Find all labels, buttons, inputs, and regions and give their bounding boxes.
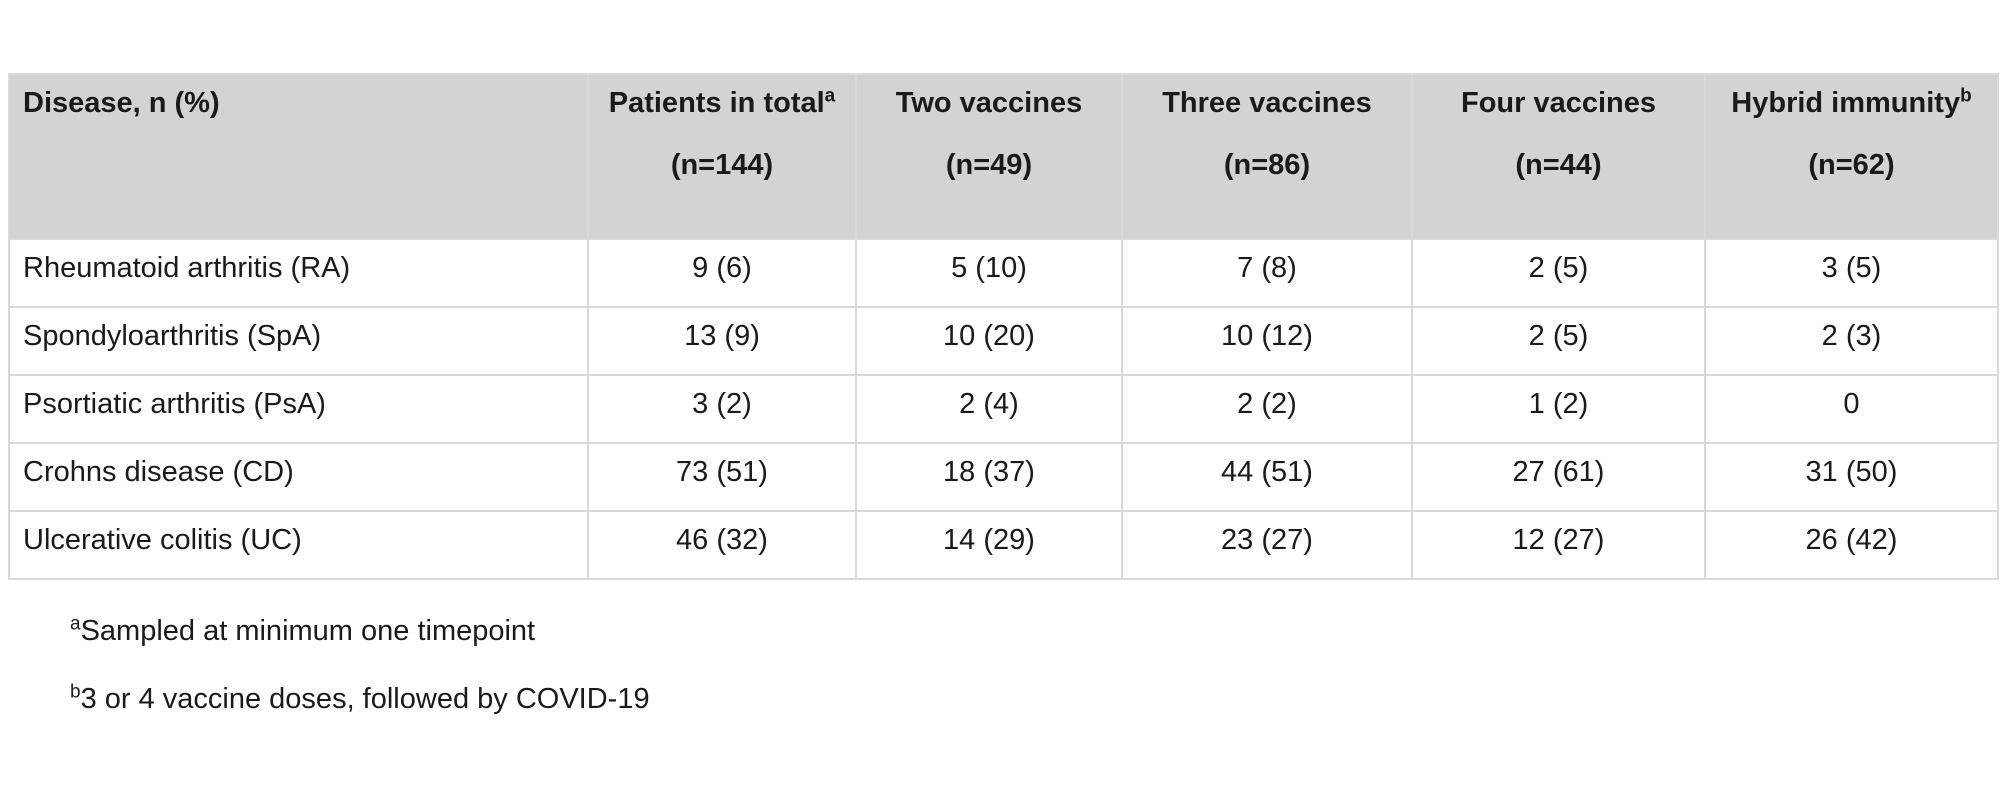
footnote-marker-a: a <box>70 613 81 635</box>
value-cell: 46 (32) <box>587 510 857 580</box>
column-title: Two vaccines <box>863 85 1115 121</box>
column-title-text: Three vaccines <box>1162 87 1372 119</box>
column-header-5: Hybrid immunityb (n=62) <box>1704 73 1999 240</box>
footnotes: aSampled at minimum one timepoint b3 or 4… <box>70 612 650 748</box>
value-cell: 7 (8) <box>1121 238 1413 308</box>
value-cell: 27 (61) <box>1411 442 1706 512</box>
table-body: Rheumatoid arthritis (RA) 9 (6) 5 (10) 7 (8… <box>8 238 1999 580</box>
disease-label: Rheumatoid arthritis (RA) <box>8 238 589 308</box>
value-cell: 3 (2) <box>587 374 857 444</box>
column-n-count: (n=144) <box>670 149 774 181</box>
value-cell: 12 (27) <box>1411 510 1706 580</box>
value-cell: 9 (6) <box>587 238 857 308</box>
value-cell: 73 (51) <box>587 442 857 512</box>
value-cell: 2 (5) <box>1411 238 1706 308</box>
header-row: Disease, n (%) Patients in totala (n=144) T… <box>8 73 1999 240</box>
table-row: Crohns disease (CD) 73 (51) 18 (37) 44 (51)… <box>8 442 1999 512</box>
column-title: Four vaccines <box>1419 85 1698 121</box>
value-cell: 2 (3) <box>1704 306 1999 376</box>
disease-label: Psortiatic arthritis (PsA) <box>8 374 589 444</box>
column-title-text: Disease, n (%) <box>23 87 220 119</box>
column-n-count: (n=44) <box>1515 149 1602 181</box>
footnote-marker-b: b <box>70 681 81 703</box>
value-cell: 18 (37) <box>855 442 1123 512</box>
column-n-count: (n=62) <box>1808 149 1895 181</box>
column-title: Hybrid immunityb <box>1712 85 1991 121</box>
disease-label: Crohns disease (CD) <box>8 442 589 512</box>
value-cell: 10 (12) <box>1121 306 1413 376</box>
disease-label: Spondyloarthritis (SpA) <box>8 306 589 376</box>
value-cell: 1 (2) <box>1411 374 1706 444</box>
column-title-text: Two vaccines <box>895 87 1083 119</box>
disease-label: Ulcerative colitis (UC) <box>8 510 589 580</box>
value-cell: 44 (51) <box>1121 442 1413 512</box>
column-header-0: Disease, n (%) <box>8 73 589 240</box>
column-header-3: Three vaccines (n=86) <box>1121 73 1413 240</box>
column-header-2: Two vaccines (n=49) <box>855 73 1123 240</box>
column-title: Three vaccines <box>1129 85 1405 121</box>
table-row: Spondyloarthritis (SpA) 13 (9) 10 (20) 10 (… <box>8 306 1999 376</box>
value-cell: 14 (29) <box>855 510 1123 580</box>
column-title-text: Patients in total <box>608 87 825 119</box>
value-cell: 0 <box>1704 374 1999 444</box>
table-row: Rheumatoid arthritis (RA) 9 (6) 5 (10) 7 (8… <box>8 238 1999 308</box>
disease-table-wrapper: Disease, n (%) Patients in totala (n=144) T… <box>8 73 1999 580</box>
column-title: Disease, n (%) <box>23 85 581 121</box>
footnote-text: Sampled at minimum one timepoint <box>80 615 536 647</box>
value-cell: 13 (9) <box>587 306 857 376</box>
footnote-a: aSampled at minimum one timepoint <box>70 612 650 650</box>
value-cell: 23 (27) <box>1121 510 1413 580</box>
value-cell: 26 (42) <box>1704 510 1999 580</box>
footnote-text: 3 or 4 vaccine doses, followed by COVID-… <box>80 683 650 715</box>
value-cell: 3 (5) <box>1704 238 1999 308</box>
table-row: Psortiatic arthritis (PsA) 3 (2) 2 (4) 2 (2… <box>8 374 1999 444</box>
footnote-marker-b: b <box>1960 85 1972 107</box>
column-title-text: Hybrid immunity <box>1731 87 1961 119</box>
value-cell: 2 (2) <box>1121 374 1413 444</box>
column-header-4: Four vaccines (n=44) <box>1411 73 1706 240</box>
column-title: Patients in totala <box>595 85 849 121</box>
disease-table: Disease, n (%) Patients in totala (n=144) T… <box>8 73 1999 580</box>
column-n-count: (n=86) <box>1223 149 1311 181</box>
value-cell: 5 (10) <box>855 238 1123 308</box>
value-cell: 31 (50) <box>1704 442 1999 512</box>
table-header: Disease, n (%) Patients in totala (n=144) T… <box>8 73 1999 240</box>
column-header-1: Patients in totala (n=144) <box>587 73 857 240</box>
footnote-marker-a: a <box>824 85 836 107</box>
value-cell: 10 (20) <box>855 306 1123 376</box>
table-row: Ulcerative colitis (UC) 46 (32) 14 (29) 23 … <box>8 510 1999 580</box>
footnote-b: b3 or 4 vaccine doses, followed by COVID… <box>70 680 650 718</box>
value-cell: 2 (5) <box>1411 306 1706 376</box>
value-cell: 2 (4) <box>855 374 1123 444</box>
column-n-count: (n=49) <box>945 149 1033 181</box>
column-title-text: Four vaccines <box>1460 87 1657 119</box>
